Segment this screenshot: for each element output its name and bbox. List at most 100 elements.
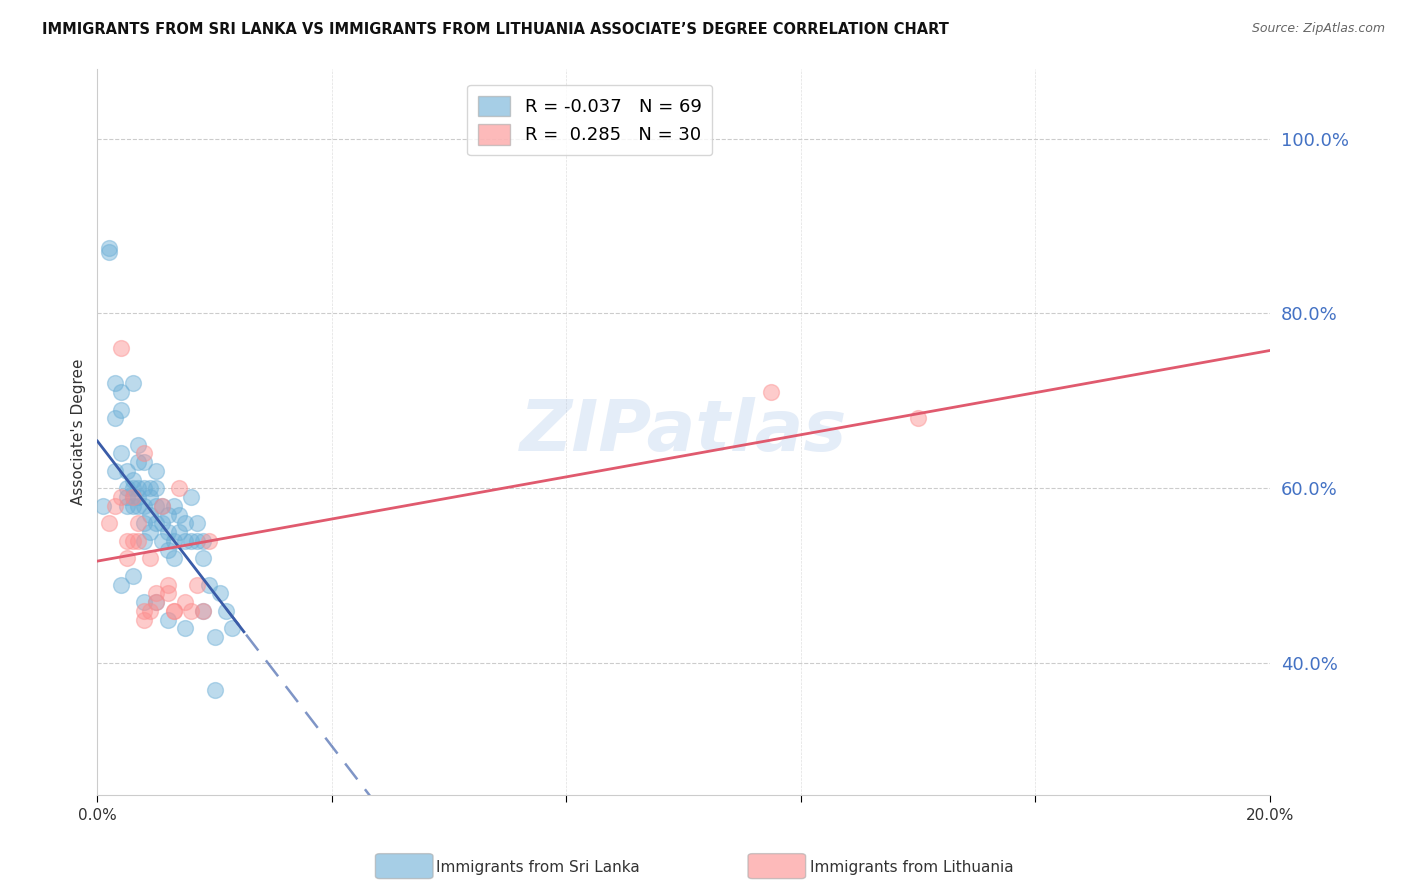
Point: [134, 482, 156, 496]
Point: [121, 482, 143, 496]
Point: [110, 402, 132, 417]
Point: [169, 482, 191, 496]
Point: [145, 595, 167, 609]
Point: [156, 508, 179, 522]
Point: [121, 490, 143, 504]
Point: [98, 245, 121, 260]
Point: [191, 533, 214, 548]
Point: [139, 525, 162, 540]
Point: [197, 533, 219, 548]
Point: [98, 241, 121, 255]
Point: [110, 385, 132, 400]
Point: [180, 490, 202, 504]
Point: [191, 551, 214, 566]
Point: [104, 499, 127, 513]
Point: [127, 482, 149, 496]
Point: [174, 595, 197, 609]
Point: [121, 376, 143, 391]
Point: [121, 490, 143, 504]
Point: [215, 604, 238, 618]
Point: [209, 586, 232, 600]
Point: [145, 499, 167, 513]
Point: [115, 533, 138, 548]
Point: [127, 438, 149, 452]
Point: [104, 376, 127, 391]
Y-axis label: Associate's Degree: Associate's Degree: [72, 359, 86, 505]
Point: [121, 499, 143, 513]
Point: [127, 490, 149, 504]
Point: [104, 464, 127, 478]
Point: [134, 604, 156, 618]
Point: [145, 482, 167, 496]
Point: [127, 533, 149, 548]
Point: [204, 682, 226, 697]
Point: [162, 499, 184, 513]
Point: [98, 516, 121, 531]
Point: [169, 525, 191, 540]
Point: [221, 621, 243, 635]
Point: [134, 516, 156, 531]
Point: [139, 551, 162, 566]
Point: [156, 586, 179, 600]
Point: [150, 533, 173, 548]
Point: [104, 411, 127, 425]
Point: [145, 464, 167, 478]
Point: [162, 604, 184, 618]
Point: [115, 551, 138, 566]
Point: [191, 604, 214, 618]
Point: [761, 385, 783, 400]
Point: [186, 533, 208, 548]
Text: IMMIGRANTS FROM SRI LANKA VS IMMIGRANTS FROM LITHUANIA ASSOCIATE’S DEGREE CORREL: IMMIGRANTS FROM SRI LANKA VS IMMIGRANTS …: [42, 22, 949, 37]
Point: [162, 604, 184, 618]
Point: [156, 613, 179, 627]
Point: [156, 542, 179, 557]
Point: [110, 342, 132, 356]
Point: [186, 577, 208, 591]
Point: [91, 499, 114, 513]
Point: [115, 499, 138, 513]
Point: [134, 455, 156, 469]
Point: [162, 551, 184, 566]
Point: [110, 446, 132, 460]
Point: [169, 508, 191, 522]
Point: [134, 446, 156, 460]
Text: Immigrants from Lithuania: Immigrants from Lithuania: [810, 860, 1014, 874]
Point: [204, 630, 226, 644]
Point: [186, 516, 208, 531]
Text: ZIPatlas: ZIPatlas: [520, 397, 848, 466]
Point: [134, 499, 156, 513]
Point: [110, 490, 132, 504]
Point: [180, 533, 202, 548]
Point: [121, 569, 143, 583]
Point: [127, 455, 149, 469]
Point: [121, 473, 143, 487]
Point: [907, 411, 929, 425]
Point: [139, 490, 162, 504]
Point: [139, 508, 162, 522]
Point: [150, 516, 173, 531]
Point: [115, 490, 138, 504]
Point: [150, 499, 173, 513]
Point: [191, 604, 214, 618]
Point: [156, 577, 179, 591]
Text: Source: ZipAtlas.com: Source: ZipAtlas.com: [1251, 22, 1385, 36]
Point: [110, 577, 132, 591]
Point: [115, 482, 138, 496]
Point: [174, 621, 197, 635]
Point: [145, 586, 167, 600]
Point: [174, 533, 197, 548]
Point: [139, 482, 162, 496]
Point: [145, 595, 167, 609]
Point: [139, 604, 162, 618]
Point: [127, 516, 149, 531]
Point: [134, 613, 156, 627]
Point: [156, 525, 179, 540]
Point: [134, 595, 156, 609]
Point: [127, 499, 149, 513]
Point: [91, 875, 114, 889]
Point: [174, 516, 197, 531]
Text: Immigrants from Sri Lanka: Immigrants from Sri Lanka: [436, 860, 640, 874]
Point: [150, 499, 173, 513]
Point: [134, 533, 156, 548]
Point: [115, 464, 138, 478]
